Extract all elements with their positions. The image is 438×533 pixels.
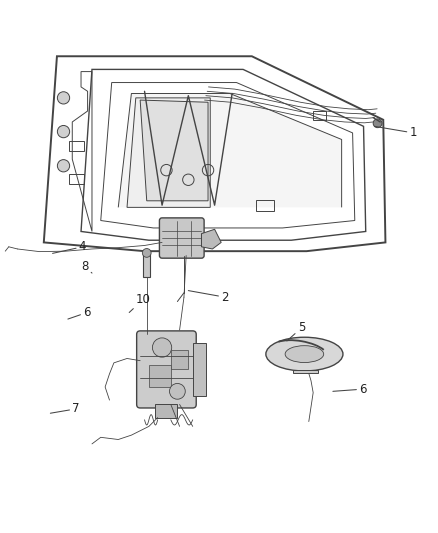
- Text: 2: 2: [188, 290, 229, 304]
- Ellipse shape: [285, 346, 324, 362]
- Polygon shape: [193, 343, 206, 395]
- Text: 8: 8: [81, 260, 92, 273]
- Text: 6: 6: [333, 383, 367, 395]
- Polygon shape: [127, 98, 210, 207]
- Bar: [171, 350, 188, 369]
- Text: 4: 4: [53, 240, 86, 253]
- Circle shape: [142, 248, 151, 257]
- Bar: [149, 365, 171, 387]
- Bar: [143, 253, 150, 278]
- Circle shape: [152, 338, 172, 357]
- Polygon shape: [155, 405, 177, 418]
- Polygon shape: [201, 229, 221, 249]
- Text: 1: 1: [374, 126, 417, 140]
- Polygon shape: [140, 100, 208, 201]
- Text: 7: 7: [50, 402, 80, 415]
- FancyBboxPatch shape: [137, 331, 196, 408]
- Bar: [256, 200, 274, 211]
- Bar: [69, 174, 84, 184]
- Bar: [69, 141, 84, 151]
- Polygon shape: [293, 370, 318, 374]
- Ellipse shape: [266, 337, 343, 371]
- Bar: [313, 111, 326, 120]
- Text: 10: 10: [129, 293, 151, 312]
- Polygon shape: [118, 93, 342, 207]
- FancyBboxPatch shape: [159, 218, 204, 258]
- Circle shape: [57, 125, 70, 138]
- Text: 6: 6: [68, 306, 91, 319]
- Text: 5: 5: [287, 321, 305, 341]
- Circle shape: [57, 159, 70, 172]
- Circle shape: [57, 92, 70, 104]
- Circle shape: [170, 383, 185, 399]
- Circle shape: [373, 119, 382, 128]
